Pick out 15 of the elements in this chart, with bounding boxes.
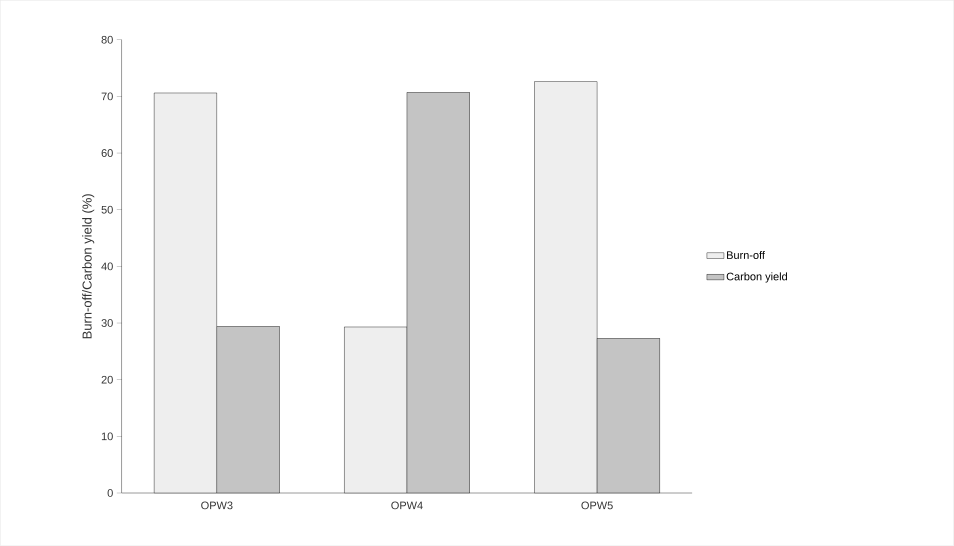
legend-label: Carbon yield	[726, 272, 787, 283]
y-tick-label: 30	[102, 319, 113, 328]
x-tick-label: OPW4	[391, 502, 423, 510]
y-tick-label: 80	[102, 36, 113, 44]
y-tick-label: 70	[102, 92, 113, 100]
y-tick-label: 60	[102, 149, 113, 158]
y-tick-label: 50	[102, 206, 113, 214]
y-tick-label: 40	[101, 262, 113, 270]
x-tick-label: OPW5	[581, 502, 613, 510]
y-tick-label: 20	[102, 376, 113, 384]
y-tick-label: 10	[102, 432, 113, 440]
y-tick-label: 0	[108, 489, 113, 498]
y-axis-title: Burn-off/Carbon yield (%)	[82, 194, 94, 338]
x-tick-label: OPW3	[201, 502, 233, 510]
legend-label: Burn-off	[727, 251, 765, 260]
